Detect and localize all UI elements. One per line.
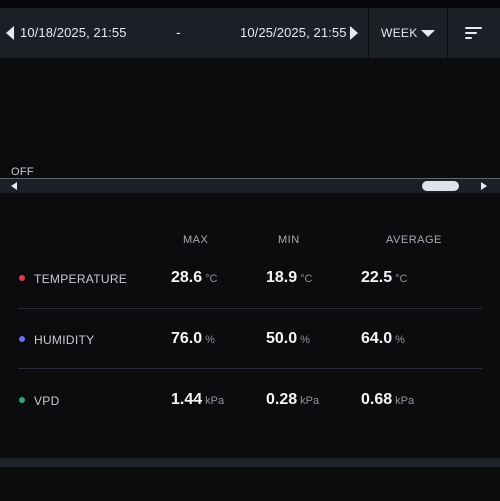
- column-header-average: AVERAGE: [386, 234, 442, 246]
- date-start[interactable]: 10/18/2025, 21:55: [20, 25, 127, 40]
- scroll-thumb[interactable]: [422, 181, 459, 191]
- chart-scrollbar[interactable]: [0, 179, 500, 193]
- period-label: WEEK: [381, 26, 418, 40]
- header-divider: [368, 8, 369, 58]
- status-strip: [0, 0, 500, 8]
- chart-off-label: OFF: [11, 166, 34, 178]
- history-chart[interactable]: [0, 58, 500, 178]
- period-dropdown[interactable]: WEEK: [369, 8, 447, 58]
- scroll-left-icon[interactable]: [11, 182, 17, 190]
- value-min: 0.28 kPa: [266, 391, 320, 408]
- humidity-dot: [19, 336, 25, 342]
- value-average: 0.68 kPa: [361, 391, 415, 408]
- row-divider: [18, 308, 482, 309]
- chart-baseline: [0, 178, 500, 179]
- chevron-left-icon[interactable]: [6, 26, 14, 40]
- stats-row-vpd: VPD 1.44 kPa 0.28 kPa 0.68 kPa: [0, 368, 500, 428]
- stats-row-temperature: TEMPERATURE 28.6 °C 18.9 °C 22.5 °C: [0, 248, 500, 308]
- stats-row-humidity: HUMIDITY 76.0% 50.0% 64.0%: [0, 308, 500, 368]
- column-header-min: MIN: [278, 234, 300, 246]
- temperature-dot: [19, 275, 25, 281]
- row-label: TEMPERATURE: [34, 272, 128, 286]
- date-end[interactable]: 10/25/2025, 21:55: [240, 25, 347, 40]
- date-range-header: 10/18/2025, 21:55 - 10/25/2025, 21:55 WE…: [0, 8, 500, 58]
- date-separator: -: [176, 24, 181, 40]
- scroll-right-icon[interactable]: [481, 182, 487, 190]
- value-min: 50.0%: [266, 330, 310, 347]
- value-max: 1.44 kPa: [171, 391, 225, 408]
- row-label: HUMIDITY: [34, 333, 95, 347]
- sort-icon: [465, 27, 483, 41]
- sort-button[interactable]: [448, 8, 500, 58]
- stats-table: MAX MIN AVERAGE TEMPERATURE 28.6 °C 18.9 °…: [0, 193, 500, 458]
- row-divider: [18, 368, 482, 369]
- bottom-panel: [0, 467, 500, 501]
- chevron-right-icon[interactable]: [350, 26, 358, 40]
- caret-down-icon: [421, 30, 435, 37]
- column-header-max: MAX: [183, 234, 209, 246]
- value-min: 18.9 °C: [266, 269, 313, 286]
- bottom-panel-edge: [0, 458, 500, 467]
- value-average: 22.5 °C: [361, 269, 408, 286]
- header-divider: [447, 8, 448, 58]
- vpd-dot: [19, 397, 25, 403]
- date-range-selector: 10/18/2025, 21:55 - 10/25/2025, 21:55: [0, 8, 368, 58]
- value-max: 28.6 °C: [171, 269, 218, 286]
- row-label: VPD: [34, 394, 60, 408]
- value-average: 64.0%: [361, 330, 405, 347]
- value-max: 76.0%: [171, 330, 215, 347]
